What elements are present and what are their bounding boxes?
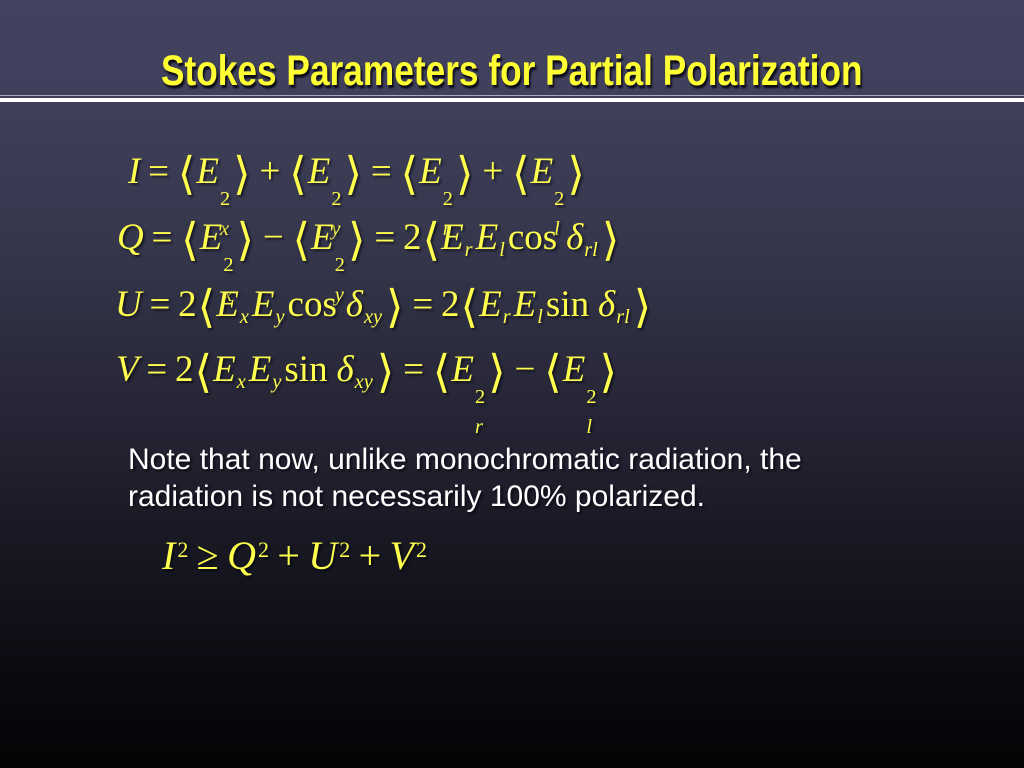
- title-underline-thin: [0, 95, 1024, 96]
- note-line-1: Note that now, unlike monochromatic radi…: [128, 443, 802, 476]
- equation-polarization-inequality: I2 ≥ Q2 + U2 + V2: [162, 533, 427, 578]
- equation-stokes-q: Q = ⟨E 2 x ⟩ − ⟨E 2 y ⟩ = 2⟨ErElcos δrl⟩: [117, 213, 620, 306]
- equation-stokes-u: U = 2⟨ExEycos δxy⟩ = 2⟨ErElsin δrl⟩: [115, 280, 652, 333]
- note-text: Note that now, unlike monochromatic radi…: [128, 441, 802, 515]
- footer: NRAO New Mexico Tech SCIENCE · ENGINEERI…: [0, 668, 1024, 768]
- page-title-text: Stokes Parameters for Partial Polarizati…: [161, 47, 863, 95]
- title-underline: [0, 98, 1024, 102]
- equation-stokes-v: V = 2⟨ExEysin δxy⟩ = ⟨E 2 r ⟩ − ⟨E 2 l ⟩: [116, 345, 618, 438]
- equation-stokes-i: I = ⟨E 2 x ⟩ + ⟨E 2 y ⟩ = ⟨E 2 r ⟩ + ⟨E 2 l ⟩: [128, 147, 585, 240]
- note-line-2: radiation is not necessarily 100% polari…: [128, 480, 705, 513]
- page-title: Stokes Parameters for Partial Polarizati…: [0, 47, 1024, 96]
